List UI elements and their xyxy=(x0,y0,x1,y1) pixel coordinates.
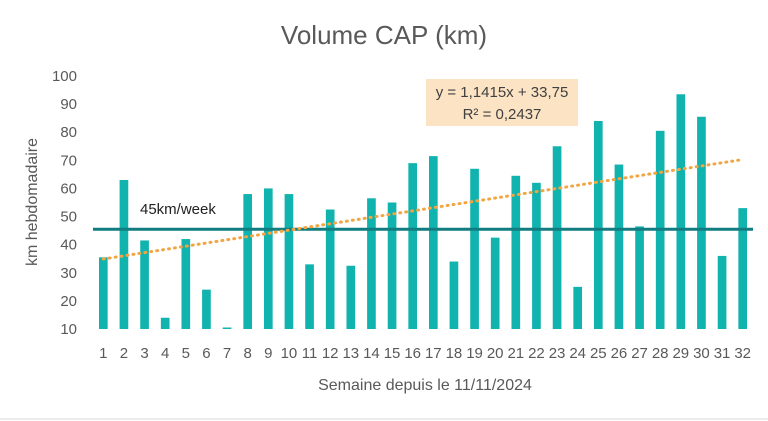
y-tick-label: 30 xyxy=(60,265,77,282)
x-tick-label: 4 xyxy=(161,345,169,362)
x-tick-label: 12 xyxy=(322,345,339,362)
bar-week-22 xyxy=(532,182,541,329)
reference-line-label: 45km/week xyxy=(140,201,216,218)
chart-title: Volume CAP (km) xyxy=(281,20,487,50)
bar-week-4 xyxy=(160,317,170,329)
bar-week-13 xyxy=(346,265,356,329)
bar-week-7 xyxy=(222,327,232,329)
x-tick-label: 20 xyxy=(487,345,504,362)
x-tick-label: 7 xyxy=(223,345,231,362)
bar-week-27 xyxy=(635,226,644,329)
bar-week-11 xyxy=(305,264,314,329)
y-tick-label: 50 xyxy=(60,209,77,226)
x-tick-label: 6 xyxy=(202,345,210,362)
x-tick-label: 25 xyxy=(590,345,607,362)
bar-week-10 xyxy=(284,194,294,329)
y-tick-label: 20 xyxy=(60,293,77,310)
x-tick-label: 13 xyxy=(342,345,359,362)
bar-week-30 xyxy=(697,116,706,329)
x-tick-label: 24 xyxy=(569,345,586,362)
x-tick-label: 27 xyxy=(631,345,648,362)
bar-week-6 xyxy=(202,289,211,329)
bar-week-15 xyxy=(387,202,397,329)
x-axis-label: Semaine depuis le 11/11/2024 xyxy=(318,377,532,394)
x-tick-label: 3 xyxy=(140,345,148,362)
x-tick-label: 29 xyxy=(672,345,689,362)
bar-week-1 xyxy=(98,257,108,329)
trendline-equation-box xyxy=(426,79,578,126)
bars-group xyxy=(98,94,748,330)
y-tick-label: 80 xyxy=(60,124,77,141)
x-axis-ticks: 1 2 3 4 5 6 7 8 9 10 11 12 13 14 15 16 17 18 19 20 21 22 23 24 2… xyxy=(99,345,751,362)
trendline-r-squared: R² = 0,2437 xyxy=(463,106,542,123)
x-tick-label: 9 xyxy=(264,345,272,362)
x-tick-label: 1 xyxy=(99,345,107,362)
x-tick-label: 28 xyxy=(652,345,669,362)
y-tick-label: 10 xyxy=(60,321,77,338)
x-tick-label: 2 xyxy=(120,345,128,362)
bar-week-3 xyxy=(140,240,149,329)
x-tick-label: 23 xyxy=(549,345,566,362)
bar-week-8 xyxy=(243,194,253,329)
x-tick-label: 22 xyxy=(528,345,545,362)
y-tick-label: 90 xyxy=(60,96,77,113)
bar-week-14 xyxy=(367,198,376,329)
y-tick-label: 60 xyxy=(60,180,77,197)
bar-week-32 xyxy=(738,208,748,329)
y-tick-label: 100 xyxy=(52,68,77,85)
x-tick-label: 21 xyxy=(507,345,524,362)
x-tick-label: 8 xyxy=(244,345,252,362)
y-tick-label: 40 xyxy=(60,237,77,254)
trendline-equation: y = 1,1415x + 33,75 xyxy=(436,84,569,101)
bar-week-19 xyxy=(470,168,479,329)
x-tick-label: 5 xyxy=(182,345,190,362)
bar-week-12 xyxy=(325,209,335,329)
x-tick-label: 16 xyxy=(404,345,421,362)
bar-week-23 xyxy=(552,146,562,329)
x-tick-label: 14 xyxy=(363,345,380,362)
x-tick-label: 32 xyxy=(734,345,751,362)
bar-week-24 xyxy=(573,286,583,329)
x-tick-label: 10 xyxy=(281,345,298,362)
bar-week-9 xyxy=(263,188,273,329)
bar-week-18 xyxy=(449,261,459,329)
x-tick-label: 31 xyxy=(714,345,731,362)
bar-week-17 xyxy=(428,156,438,329)
bar-week-2 xyxy=(119,180,129,329)
y-axis-ticks: 10 20 30 40 50 60 70 80 90 100 xyxy=(52,68,77,338)
x-tick-label: 15 xyxy=(384,345,401,362)
bar-week-29 xyxy=(676,94,686,330)
y-tick-label: 70 xyxy=(60,152,77,169)
y-axis-label: km hebdomadaire xyxy=(24,138,41,266)
bar-week-25 xyxy=(593,120,603,329)
trendline xyxy=(101,158,745,261)
bar-week-31 xyxy=(717,255,727,329)
bar-week-20 xyxy=(490,237,500,329)
x-tick-label: 30 xyxy=(693,345,710,362)
x-tick-label: 26 xyxy=(611,345,628,362)
bar-week-26 xyxy=(614,164,624,329)
bar-week-5 xyxy=(181,239,191,329)
x-tick-label: 17 xyxy=(425,345,442,362)
x-tick-label: 11 xyxy=(302,345,318,362)
bar-week-16 xyxy=(408,163,418,329)
x-tick-label: 18 xyxy=(446,345,463,362)
bar-week-21 xyxy=(511,175,521,329)
x-tick-label: 19 xyxy=(466,345,483,362)
